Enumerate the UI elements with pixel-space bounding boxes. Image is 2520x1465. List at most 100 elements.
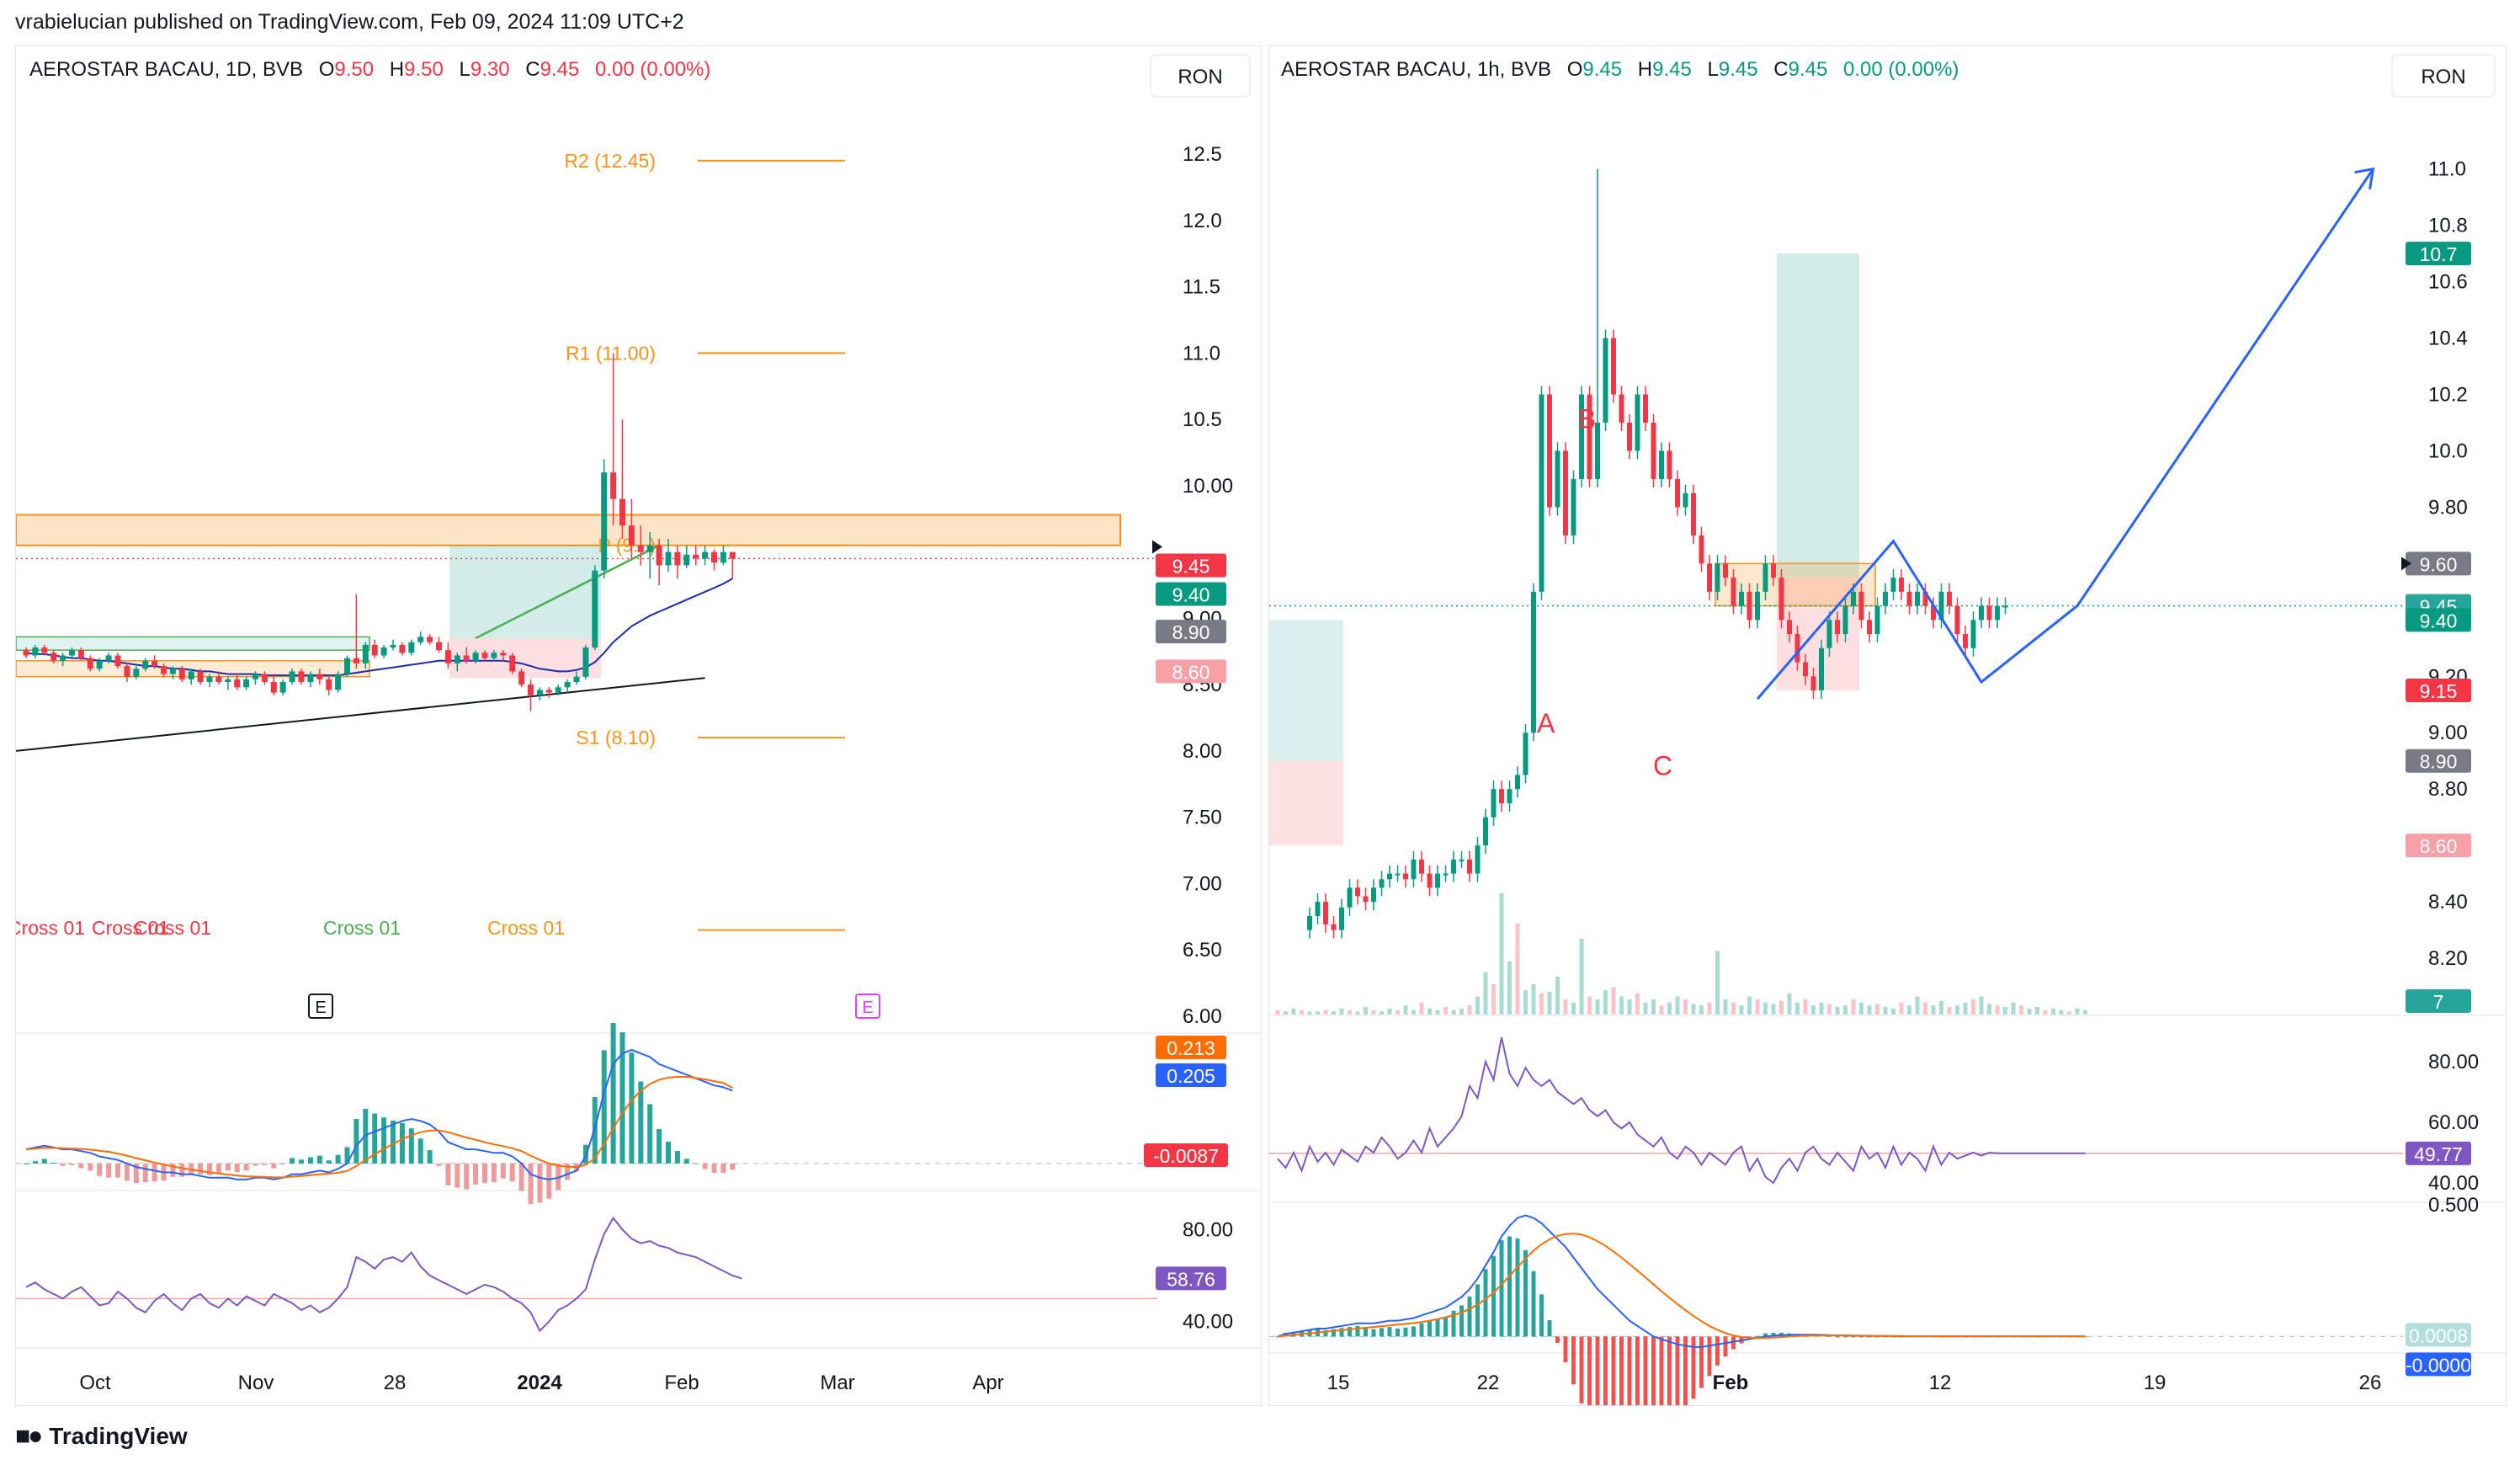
open-value: 9.50: [334, 58, 374, 81]
volume-bar: [1332, 1011, 1336, 1015]
high-value: 9.50: [404, 58, 444, 81]
trendline: [15, 677, 705, 752]
volume-bar: [2075, 1008, 2080, 1015]
price-badge-3: 8.60: [1172, 661, 1210, 683]
macd-histogram-bar: [1691, 1336, 1696, 1399]
candle-body: [1395, 873, 1401, 876]
macd-histogram-bar: [133, 1163, 139, 1184]
price-badge-7: 7: [2433, 991, 2444, 1013]
currency-button[interactable]: [1150, 54, 1251, 98]
price-badge-0-bg: [1156, 553, 1226, 578]
currency-button[interactable]: [2391, 54, 2496, 98]
candle-body: [41, 647, 48, 653]
hourly-chart-panel[interactable]: 11.0 10.8 10.6 10.4 10.2 10.0 9.80 9.20 9.00 8.80…: [1268, 45, 2507, 1450]
volume-bar: [1659, 1005, 1664, 1015]
candle-body: [1475, 845, 1481, 874]
macd-histogram-bar: [491, 1163, 497, 1183]
volume-bar: [1451, 1010, 1456, 1015]
macd-histogram-bar: [60, 1163, 66, 1166]
volume-bar: [1747, 996, 1752, 1015]
macd-signal-line: [1277, 1233, 2086, 1340]
volume-bar: [1715, 951, 1720, 1015]
macd-badge-2-bg: [1144, 1143, 1228, 1167]
macd-histogram-bar: [464, 1163, 470, 1190]
candle-body: [1746, 591, 1752, 621]
candle-body: [60, 655, 66, 661]
volume-bar: [1667, 1002, 1672, 1015]
price-tick: 11.0: [2428, 158, 2466, 181]
candle-body: [610, 472, 617, 499]
candle-body: [1858, 591, 1864, 621]
candle-body: [1435, 873, 1440, 888]
rsi-badge-bg: [2406, 1141, 2471, 1165]
macd-histogram-bar: [473, 1163, 479, 1185]
macd-histogram-bar: [215, 1163, 221, 1174]
macd-histogram-bar: [290, 1158, 295, 1164]
volume-bar: [1827, 1004, 1832, 1015]
volume-bar: [1307, 1011, 1312, 1015]
macd-histogram-bar: [1651, 1336, 1656, 1441]
price-badge-0: 10.7: [2420, 243, 2458, 265]
macd-histogram-bar: [1715, 1336, 1720, 1366]
candle-body: [1883, 591, 1888, 606]
price-badge-5: 8.90: [2420, 751, 2458, 773]
volume-bar: [1691, 1004, 1696, 1015]
candle-body: [188, 671, 194, 679]
price-tick: 10.2: [2428, 384, 2468, 407]
time-tick: Mar: [820, 1372, 854, 1394]
macd-histogram-bar: [565, 1163, 571, 1180]
volume-bar: [1867, 1005, 1872, 1015]
volume-bar: [1603, 990, 1608, 1015]
footer: ■● TradingView: [15, 1421, 188, 1452]
volume-bar: [1923, 1002, 1927, 1015]
macd-histogram-bar: [1731, 1336, 1736, 1350]
volume-bar: [1364, 1007, 1368, 1015]
macd-histogram-bar: [1507, 1236, 1512, 1337]
volume-bar: [1339, 1008, 1344, 1015]
macd-histogram-bar: [1611, 1336, 1616, 1444]
candle-body: [1683, 493, 1688, 508]
volume-bar: [1891, 1008, 1895, 1015]
candle-body: [1826, 620, 1832, 648]
volume-bar: [1499, 893, 1504, 1015]
volume-bar: [1931, 1005, 1936, 1015]
candle-body: [1979, 605, 1984, 621]
trend-arrow: [475, 544, 660, 640]
candle-body: [628, 525, 635, 546]
candle-body: [601, 472, 608, 571]
hourly-chart-svg[interactable]: 11.010.810.610.410.210.09.809.209.008.80…: [1269, 46, 2506, 1450]
candle-body: [335, 674, 342, 690]
volume-bar: [1883, 1007, 1888, 1015]
candle-body: [656, 545, 662, 566]
symbol-label: AEROSTAR BACAU: [29, 58, 215, 81]
candle-body: [1675, 478, 1680, 508]
macd-badge-1-bg: [1156, 1063, 1226, 1087]
macd-histogram-bar: [1348, 1327, 1352, 1337]
candle-body: [545, 690, 552, 693]
macd-histogram-bar: [1555, 1336, 1560, 1343]
macd-histogram-bar: [1771, 1332, 1776, 1337]
candle-body: [344, 658, 350, 674]
macd-histogram-bar: [674, 1151, 680, 1164]
macd-histogram-bar: [198, 1163, 204, 1175]
symbol-label: AEROSTAR BACAU: [1281, 58, 1466, 81]
macd-histogram-bar: [335, 1154, 341, 1164]
footer-brand: TradingView: [49, 1423, 188, 1449]
candle-body: [1315, 902, 1321, 916]
volume-bar: [1795, 1002, 1800, 1015]
daily-chart-svg[interactable]: 12.512.011.511.010.510.009.008.508.007.5…: [8, 46, 1261, 1405]
macd-histogram-bar: [1547, 1319, 1552, 1337]
price-badge-4-bg: [2406, 679, 2471, 703]
candle-body: [1667, 450, 1672, 479]
volume-bar: [1419, 1002, 1424, 1015]
macd-histogram-bar: [408, 1128, 414, 1164]
daily-chart-panel[interactable]: 12.5 12.0 11.5 11.0 10.5 10.00 9.00 8.50 8.00 7.5…: [8, 45, 1262, 1406]
macd-badge-0: 0.0008: [2409, 1324, 2468, 1346]
candle-body: [1547, 394, 1552, 508]
macd-histogram-bar: [1587, 1336, 1592, 1420]
volume-bar: [1707, 1002, 1712, 1015]
volume-bar: [1963, 1002, 1968, 1015]
candle-body: [1771, 563, 1776, 578]
time-tick: 26: [2359, 1372, 2382, 1394]
candle-body: [1963, 634, 1968, 648]
